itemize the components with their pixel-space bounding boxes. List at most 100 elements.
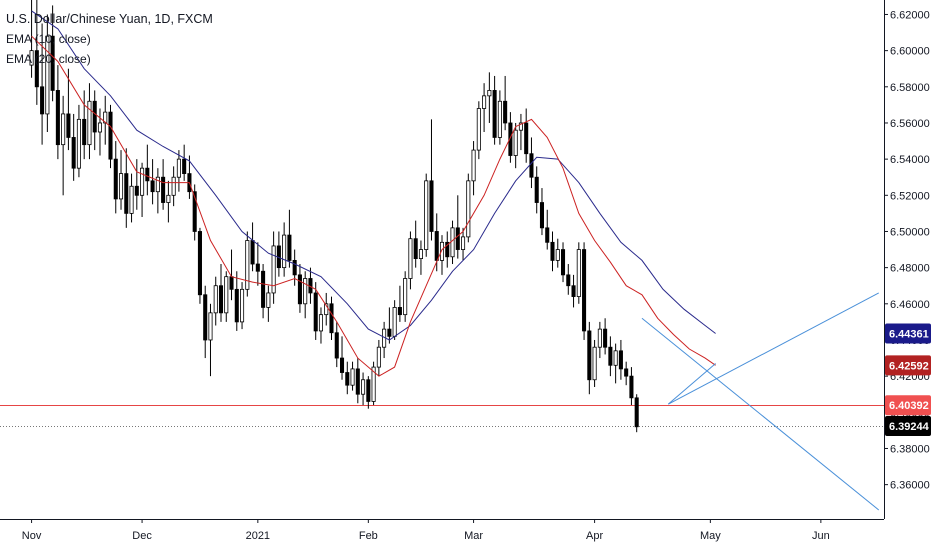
candle-body-up <box>103 111 108 124</box>
x-tick-label: May <box>700 530 721 542</box>
candle-body-up <box>361 379 366 395</box>
candle <box>240 282 245 330</box>
candle-body-down <box>229 276 234 290</box>
candle <box>108 104 113 169</box>
candle-body-down <box>66 113 71 138</box>
candle <box>218 264 224 322</box>
candle-body-up <box>450 227 455 258</box>
candle-body-up <box>155 176 160 193</box>
candle <box>97 108 103 156</box>
price-label-text: 6.39244 <box>889 421 930 433</box>
candle <box>329 296 334 340</box>
ema20-legend[interactable]: EMA (20, close) <box>6 52 91 66</box>
candle-body-down <box>40 86 45 115</box>
trend-lines[interactable] <box>641 292 880 511</box>
candle <box>197 227 202 304</box>
price-label-text: 6.40392 <box>889 400 929 412</box>
candle-body-up <box>271 245 276 294</box>
symbol-title[interactable]: U.S. Dollar/Chinese Yuan, 1D, FXCM <box>6 12 213 26</box>
candle <box>450 220 455 265</box>
trend-line-0 <box>668 292 879 405</box>
candle <box>582 242 587 340</box>
candle-body-up <box>176 158 181 178</box>
candle <box>408 231 413 290</box>
candle <box>166 180 171 223</box>
candle-body-down <box>445 241 450 258</box>
candle-body-up <box>403 278 408 316</box>
candle-body-down <box>255 263 260 272</box>
x-tick-label: Nov <box>22 530 42 542</box>
candle <box>45 14 50 133</box>
candle-body-down <box>503 100 508 124</box>
candle-body-up <box>303 278 308 305</box>
candle <box>40 23 45 145</box>
candle-body-up <box>118 173 124 200</box>
candle <box>608 336 613 377</box>
x-tick-label: Apr <box>586 530 603 542</box>
candle-body-down <box>197 231 202 296</box>
candle <box>129 173 134 223</box>
candle <box>134 159 139 210</box>
candle <box>29 0 34 78</box>
candle <box>118 150 124 210</box>
ema20-line <box>31 10 716 341</box>
candle-body-down <box>334 332 339 359</box>
candle <box>392 300 397 340</box>
candle <box>403 271 408 322</box>
candle-body-down <box>624 368 629 377</box>
candle-body-up <box>513 129 518 156</box>
candle-body-up <box>208 312 213 341</box>
candle <box>276 231 281 277</box>
candle-body-down <box>287 234 292 261</box>
candle-body-down <box>629 375 634 399</box>
candle <box>297 264 302 313</box>
candle-body-down <box>413 238 418 259</box>
candle-body-up <box>592 346 597 381</box>
ema10-legend[interactable]: EMA (10, close) <box>6 32 91 46</box>
candle <box>587 321 592 395</box>
candle <box>113 141 118 214</box>
candle-body-down <box>108 111 113 160</box>
candle-body-down <box>113 158 118 200</box>
candle <box>82 90 87 160</box>
candle-body-down <box>429 180 434 232</box>
x-tick-label: Jun <box>812 530 830 542</box>
candle <box>339 336 345 380</box>
candle <box>592 339 597 387</box>
candle <box>418 240 423 275</box>
candle-body-down <box>234 288 239 323</box>
candle-body-down <box>92 100 97 133</box>
candle-body-up <box>424 180 429 250</box>
candle <box>255 242 260 286</box>
candle-body-down <box>34 50 39 88</box>
candle <box>445 231 450 268</box>
candle-body-down <box>150 180 155 193</box>
candlesticks <box>29 0 639 433</box>
candle <box>324 292 329 326</box>
candle <box>76 104 81 178</box>
candle-body-up <box>97 122 103 133</box>
candle <box>140 162 145 218</box>
candle-body-up <box>87 100 92 146</box>
x-tick-label: Feb <box>359 530 378 542</box>
candle <box>303 271 308 319</box>
price-label-box <box>885 323 931 344</box>
candle-body-up <box>471 149 476 182</box>
candle <box>345 361 350 395</box>
candle <box>371 361 376 406</box>
candle-body-down <box>192 191 197 232</box>
candle-body-up <box>613 350 618 366</box>
candle <box>150 159 155 205</box>
candle-body-up <box>461 236 466 250</box>
candle <box>518 113 523 151</box>
candle <box>245 231 250 297</box>
candle-body-down <box>603 328 608 348</box>
candle <box>155 168 160 214</box>
candle <box>361 372 366 406</box>
x-axis-ticks[interactable]: Nov Dec 2021 Feb Mar Apr May Jun <box>22 519 830 542</box>
price-labels: 6.44361 6.42592 6.40392 6.39244 <box>885 323 931 436</box>
candle <box>92 90 97 151</box>
plot-area[interactable] <box>0 0 884 511</box>
candle <box>192 184 197 241</box>
